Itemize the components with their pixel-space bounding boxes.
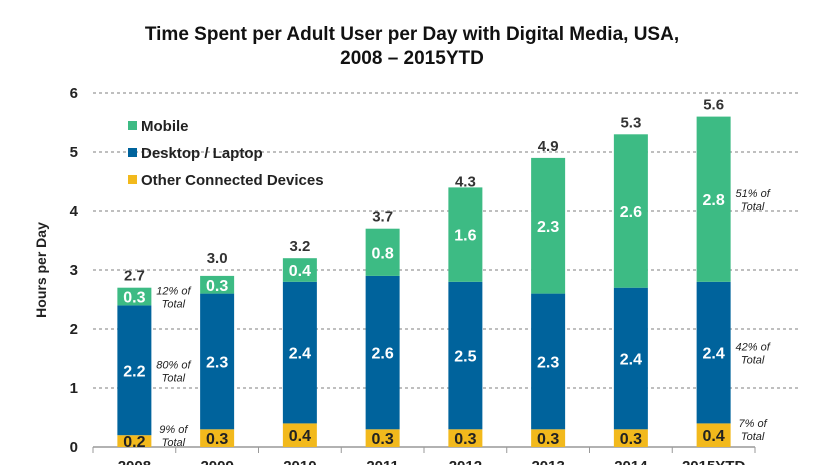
legend-label: Desktop / Laptop: [141, 145, 263, 162]
percent-annotation: Total: [162, 299, 186, 311]
percent-annotation: 80% of: [156, 359, 191, 371]
bar-value-label: 0.8: [372, 245, 394, 262]
legend-swatch: [128, 121, 137, 130]
bar-segment-desktop-laptop: [613, 287, 648, 430]
percent-annotation: 12% of: [156, 286, 191, 298]
bar-value-label: 2.2: [123, 363, 145, 380]
bar-total-label: 5.3: [620, 114, 641, 131]
bar-segment-mobile: [531, 157, 566, 294]
bar-total-label: 3.7: [372, 209, 393, 226]
bar-total-label: 2.7: [124, 268, 145, 285]
x-tick-label: 2011: [366, 458, 399, 465]
bar-segment-mobile: [448, 187, 483, 282]
bar-segment-other-connected-devices: [448, 429, 483, 447]
bar-value-label: 0.4: [703, 428, 725, 445]
bar-value-label: 2.4: [289, 346, 311, 363]
percent-annotation: 7% of: [739, 418, 768, 430]
bar-segment-other-connected-devices: [200, 429, 235, 447]
legend-label: Mobile: [141, 118, 189, 135]
bar-value-label: 0.3: [206, 431, 228, 448]
bar-value-label: 0.3: [372, 431, 394, 448]
legend-label: Other Connected Devices: [141, 172, 324, 189]
bar-total-label: 4.3: [455, 173, 476, 190]
y-tick-label: 4: [70, 203, 79, 220]
bar-value-label: 2.4: [620, 352, 642, 369]
bar-segment-mobile: [117, 287, 152, 306]
bar-segment-desktop-laptop: [365, 275, 400, 430]
bar-total-label: 4.9: [538, 138, 559, 155]
chart-title-line2: 2008 – 2015YTD: [340, 48, 484, 69]
bar-segment-desktop-laptop: [117, 305, 152, 436]
bar-value-label: 0.3: [537, 431, 559, 448]
bar-value-label: 2.5: [454, 349, 476, 366]
bar-value-label: 2.8: [703, 192, 725, 209]
y-axis-label: Hours per Day: [33, 222, 49, 318]
bar-value-label: 0.3: [620, 431, 642, 448]
bar-segment-desktop-laptop: [200, 293, 235, 430]
percent-annotation: 9% of: [159, 424, 188, 436]
bar-value-label: 0.3: [123, 290, 145, 307]
bar-segment-mobile: [365, 228, 400, 276]
bar-total-label: 3.0: [207, 250, 228, 267]
x-tick-label: 2015YTD: [682, 458, 746, 465]
bar-value-label: 0.3: [454, 431, 476, 448]
percent-annotation: 42% of: [736, 342, 771, 354]
bar-segment-other-connected-devices: [531, 429, 566, 447]
bar-value-label: 2.6: [620, 204, 642, 221]
bar-value-label: 2.4: [703, 346, 725, 363]
bar-segment-desktop-laptop: [282, 281, 317, 424]
y-tick-label: 3: [70, 262, 78, 279]
bar-value-label: 2.6: [372, 346, 394, 363]
percent-annotation: Total: [741, 355, 765, 367]
bar-segment-desktop-laptop: [448, 281, 483, 430]
percent-annotation: 51% of: [736, 188, 771, 200]
y-tick-label: 6: [70, 85, 78, 102]
legend-swatch: [128, 148, 137, 157]
bar-segment-desktop-laptop: [696, 281, 731, 424]
bar-value-label: 1.6: [454, 228, 476, 245]
bar-value-label: 0.3: [206, 278, 228, 295]
x-tick-label: 2012: [449, 458, 482, 465]
bar-segment-mobile: [200, 275, 235, 294]
bar-segment-other-connected-devices: [613, 429, 648, 447]
bar-segment-other-connected-devices: [365, 429, 400, 447]
bar-value-label: 2.3: [537, 354, 559, 371]
bar-segment-desktop-laptop: [531, 293, 566, 430]
percent-annotation: Total: [741, 201, 765, 213]
bar-segment-other-connected-devices: [696, 423, 731, 447]
bar-value-label: 0.2: [123, 434, 145, 451]
bar-segment-mobile: [613, 134, 648, 288]
y-tick-label: 0: [70, 439, 78, 456]
legend-swatch: [128, 175, 137, 184]
bar-total-label: 3.2: [289, 238, 310, 255]
bar-value-label: 0.4: [289, 428, 311, 445]
bar-segment-other-connected-devices: [282, 423, 317, 447]
y-tick-label: 5: [70, 144, 78, 161]
percent-annotation: Total: [162, 372, 186, 384]
bar-value-label: 2.3: [537, 219, 559, 236]
bar-value-label: 2.3: [206, 354, 228, 371]
y-tick-label: 2: [70, 321, 78, 338]
percent-annotation: Total: [162, 437, 186, 449]
percent-annotation: Total: [741, 431, 765, 443]
x-tick-label: 2014: [614, 458, 648, 465]
bar-segment-mobile: [282, 258, 317, 282]
x-tick-label: 2010: [283, 458, 316, 465]
x-tick-label: 2013: [531, 458, 564, 465]
bar-segment-other-connected-devices: [117, 435, 152, 447]
x-tick-label: 2009: [200, 458, 233, 465]
bar-value-label: 0.4: [289, 263, 311, 280]
y-tick-label: 1: [70, 380, 78, 397]
x-tick-label: 2008: [118, 458, 151, 465]
chart-title-line1: Time Spent per Adult User per Day with D…: [145, 24, 679, 45]
bar-total-label: 5.6: [703, 97, 724, 114]
bar-segment-mobile: [696, 116, 731, 282]
